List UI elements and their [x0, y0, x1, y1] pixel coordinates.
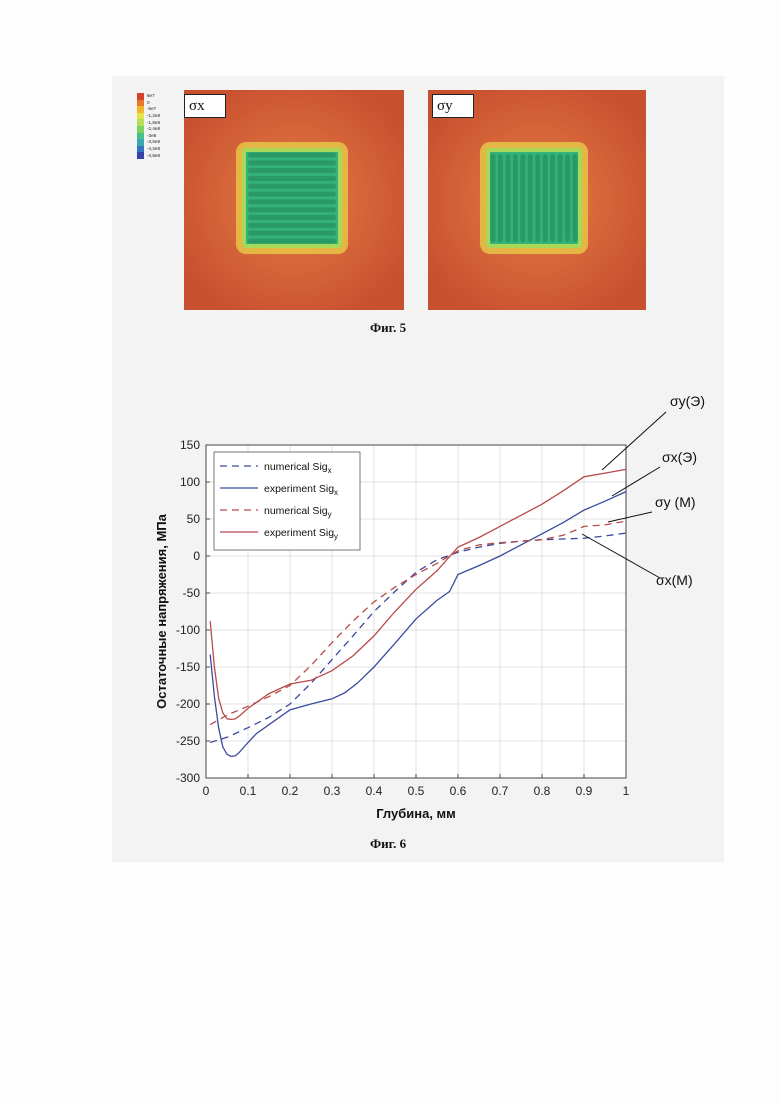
callout-label-sx_exp: σx(Э) — [662, 449, 697, 465]
figure-6-chart: 0 0.1 0.2 0.3 0.4 0.5 0.6 0.7 0.8 0.9 1 150 100 50 0 -5… — [0, 0, 780, 1103]
x-axis-label: Глубина, мм — [376, 806, 456, 821]
callout-line — [602, 412, 666, 470]
legend-label: numerical Sigx — [264, 461, 332, 475]
x-tick-label: 0.1 — [240, 784, 257, 798]
x-tick-label: 0.7 — [492, 784, 509, 798]
x-tick-label: 0.5 — [408, 784, 425, 798]
y-tick-label: -150 — [176, 660, 200, 674]
y-tick-label: 0 — [193, 549, 200, 563]
y-axis-label: Остаточные напряжения, МПа — [154, 513, 169, 708]
x-tick-label: 0 — [203, 784, 210, 798]
y-tick-label: -300 — [176, 771, 200, 785]
y-tick-label: -50 — [183, 586, 201, 600]
x-tick-label: 0.6 — [450, 784, 467, 798]
x-tick-label: 0.2 — [282, 784, 299, 798]
y-tick-label: -250 — [176, 734, 200, 748]
callout-label-sy_num: σy (M) — [655, 494, 696, 510]
x-tick-label: 0.4 — [366, 784, 383, 798]
x-tick-label: 0.3 — [324, 784, 341, 798]
callout-label-sx_num: σx(M) — [656, 572, 693, 588]
legend-label: experiment Sigx — [264, 483, 338, 497]
legend-label: numerical Sigy — [264, 505, 332, 519]
x-tick-label: 0.9 — [576, 784, 593, 798]
y-tick-label: -100 — [176, 623, 200, 637]
y-tick-label: 100 — [180, 475, 200, 489]
y-tick-label: 150 — [180, 438, 200, 452]
x-tick-label: 0.8 — [534, 784, 551, 798]
x-tick-label: 1 — [623, 784, 630, 798]
y-tick-label: 50 — [187, 512, 201, 526]
y-tick-label: -200 — [176, 697, 200, 711]
legend-label: experiment Sigy — [264, 527, 338, 541]
callout-label-sy_exp: σy(Э) — [670, 393, 705, 409]
figure-6-caption: Фиг. 6 — [370, 836, 406, 852]
